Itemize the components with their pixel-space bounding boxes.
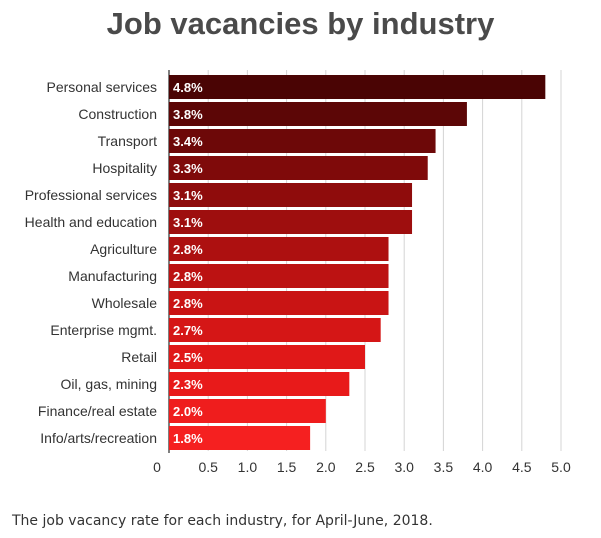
bar-value-label: 3.1%: [173, 188, 203, 203]
bar: [169, 426, 311, 450]
x-tick-label: 0.5: [198, 459, 218, 475]
bar: [169, 183, 413, 207]
bar-value-label: 2.8%: [173, 269, 203, 284]
bar-value-label: 2.7%: [173, 323, 203, 338]
bar-value-label: 2.0%: [173, 404, 203, 419]
category-label: Transport: [98, 133, 158, 149]
x-tick-label: 3.0: [394, 459, 414, 475]
x-tick-label: 4.0: [473, 459, 493, 475]
bar: [169, 102, 467, 126]
x-axis-tick-labels: 0 0.5 1.0 1.5 2.0 2.5 3.0 3.5 4.0 4.5 5.0: [153, 459, 571, 475]
bar-value-label: 2.3%: [173, 377, 203, 392]
bar: [169, 318, 381, 342]
bar: [169, 399, 326, 423]
category-label: Agriculture: [90, 241, 157, 257]
bar: [169, 264, 389, 288]
category-label: Health and education: [25, 214, 157, 230]
x-tick-label: 4.5: [512, 459, 532, 475]
category-label: Wholesale: [92, 295, 158, 311]
category-label: Info/arts/recreation: [40, 430, 157, 446]
category-label: Enterprise mgmt.: [50, 322, 157, 338]
bar: [169, 156, 428, 180]
bar-value-label: 3.8%: [173, 107, 203, 122]
bar-value-label: 3.3%: [173, 161, 203, 176]
bar: [169, 237, 389, 261]
bar-value-labels: 4.8% 3.8% 3.4% 3.3% 3.1% 3.1% 2.8% 2.8% 2.8% 2.7%…: [173, 80, 203, 446]
bar-value-label: 2.8%: [173, 242, 203, 257]
category-label: Hospitality: [92, 160, 157, 176]
bars: [169, 75, 546, 450]
bar: [169, 75, 546, 99]
bar-chart: Personal services Construction Transport Ho…: [25, 70, 571, 475]
bar-value-label: 3.1%: [173, 215, 203, 230]
chart-title: Job vacancies by industry: [106, 6, 495, 41]
x-tick-label: 1.5: [277, 459, 297, 475]
category-label: Oil, gas, mining: [61, 376, 157, 392]
category-label: Personal services: [47, 79, 158, 95]
category-label: Finance/real estate: [38, 403, 157, 419]
category-labels: Personal services Construction Transport Ho…: [25, 79, 158, 446]
bar: [169, 345, 365, 369]
x-tick-label: 2.5: [355, 459, 375, 475]
bar-value-label: 2.8%: [173, 296, 203, 311]
x-tick-label: 1.0: [238, 459, 258, 475]
bar: [169, 291, 389, 315]
x-tick-label: 3.5: [434, 459, 454, 475]
bar: [169, 210, 413, 234]
x-tick-label: 2.0: [316, 459, 336, 475]
bar-value-label: 2.5%: [173, 350, 203, 365]
bar: [169, 372, 350, 396]
category-label: Retail: [121, 349, 157, 365]
chart-caption: The job vacancy rate for each industry, …: [12, 513, 433, 529]
category-label: Manufacturing: [68, 268, 157, 284]
category-label: Professional services: [25, 187, 157, 203]
x-tick-label: 0: [153, 459, 161, 475]
bar-value-label: 3.4%: [173, 134, 203, 149]
category-label: Construction: [78, 106, 157, 122]
x-tick-label: 5.0: [551, 459, 571, 475]
bar-value-label: 4.8%: [173, 80, 203, 95]
bar: [169, 129, 436, 153]
bar-value-label: 1.8%: [173, 431, 203, 446]
